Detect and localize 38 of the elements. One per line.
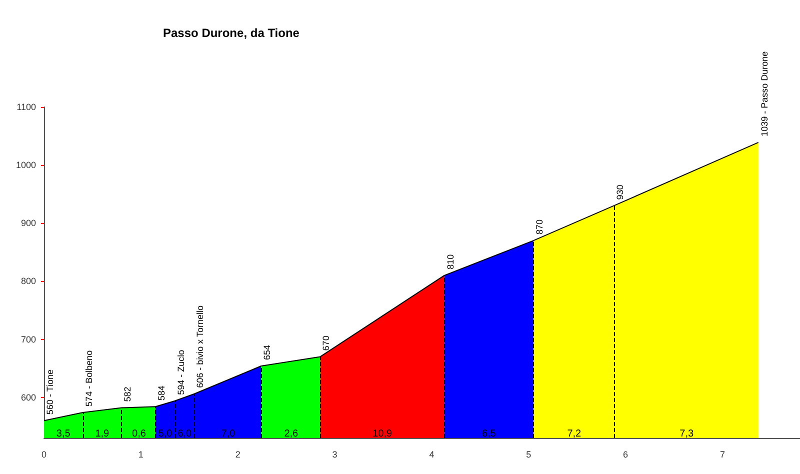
data-label: 810: [445, 254, 456, 270]
annotation: 7,3: [680, 428, 694, 440]
annotation: 6,5: [482, 428, 496, 440]
x-tick-label: 4: [429, 450, 434, 460]
y-tick-label: 600: [20, 392, 36, 402]
annotation: 7,2: [567, 428, 582, 440]
annotation: 2,6: [284, 428, 299, 440]
y-tick-label: 800: [20, 276, 36, 286]
data-label: 584: [156, 386, 166, 401]
x-tick-label: 7: [720, 450, 725, 460]
data-label: 654: [262, 344, 272, 360]
annotation: 5,0: [158, 428, 173, 440]
y-tick-label: 700: [20, 334, 36, 344]
x-tick-label: 3: [332, 450, 338, 460]
data-label: 560 - Tione: [45, 370, 55, 415]
data-label: 930: [614, 184, 625, 200]
y-tick-label: 1000: [16, 160, 36, 170]
x-tick-label: 0: [41, 450, 47, 460]
data-label: 1039 - Passo Durone: [759, 51, 770, 136]
x-tick-label: 1: [138, 450, 144, 460]
data-label: 582: [122, 386, 133, 402]
data-label: 574 - Bolbeno: [84, 350, 94, 406]
x-tick-label: 6: [623, 450, 628, 460]
data-label: 670: [321, 336, 332, 351]
y-tick-label: 1100: [16, 102, 36, 112]
annotation: 3,5: [56, 428, 71, 440]
x-tick-label: 2: [235, 450, 240, 460]
chart-title: Passo Durone, da Tione: [163, 26, 300, 40]
x-tick-label: 5: [526, 450, 532, 460]
data-label: 594 - Zuclo: [176, 350, 186, 395]
data-label: 606 - bivio x Tornello: [195, 305, 206, 388]
annotation: 0,6: [132, 428, 146, 440]
annotation: 10,9: [372, 428, 392, 440]
y-tick-label: 900: [20, 218, 36, 228]
data-label: 870: [534, 220, 544, 235]
annotation: 7,0: [221, 428, 236, 440]
annotation: 1,9: [95, 428, 110, 440]
annotation: 6,0: [178, 428, 192, 440]
